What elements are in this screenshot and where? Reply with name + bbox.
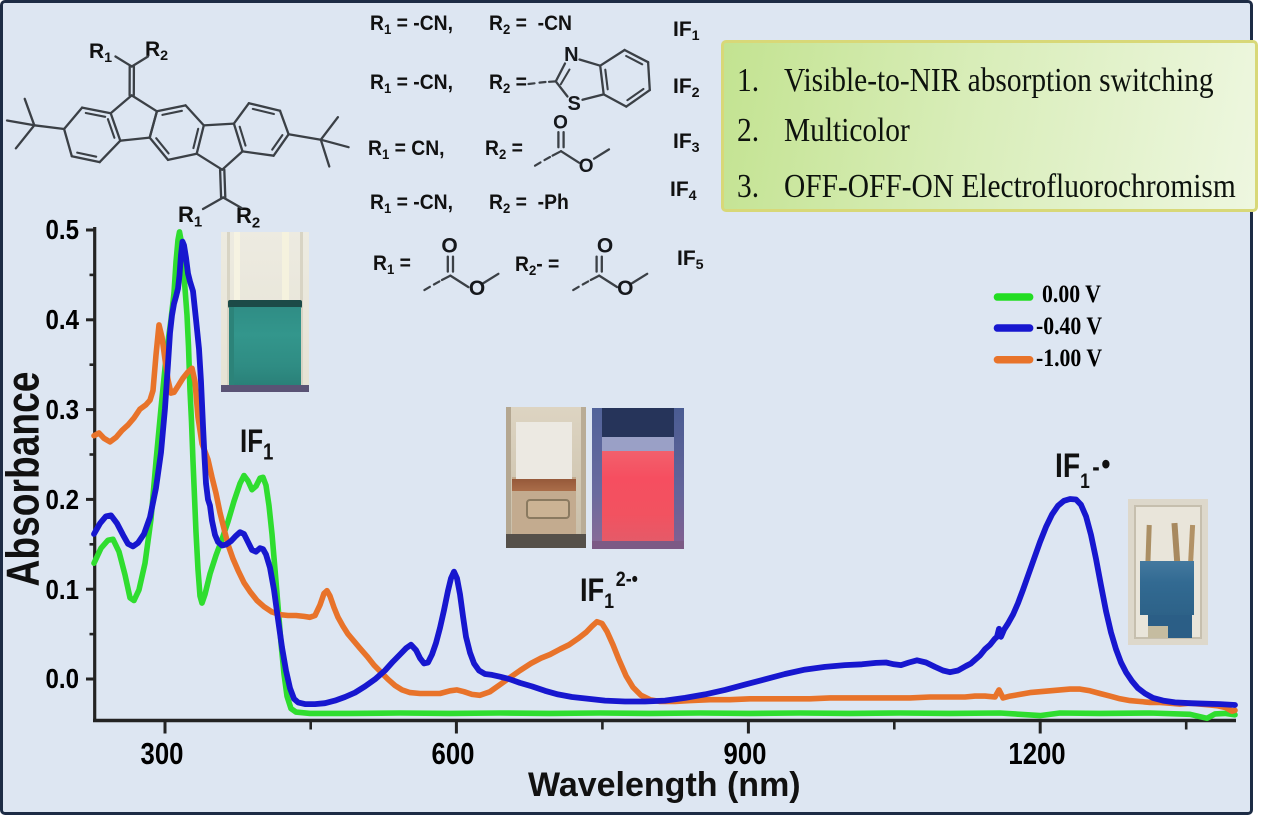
svg-text:O: O — [597, 234, 613, 257]
svg-text:O: O — [579, 156, 594, 177]
svg-text:O: O — [469, 277, 485, 300]
svg-text:N: N — [564, 44, 578, 66]
svg-text:Absorbance: Absorbance — [0, 372, 48, 587]
svg-text:O: O — [617, 277, 633, 300]
svg-text:O: O — [553, 112, 568, 133]
svg-text:S: S — [568, 93, 581, 115]
svg-text:O: O — [441, 234, 457, 257]
